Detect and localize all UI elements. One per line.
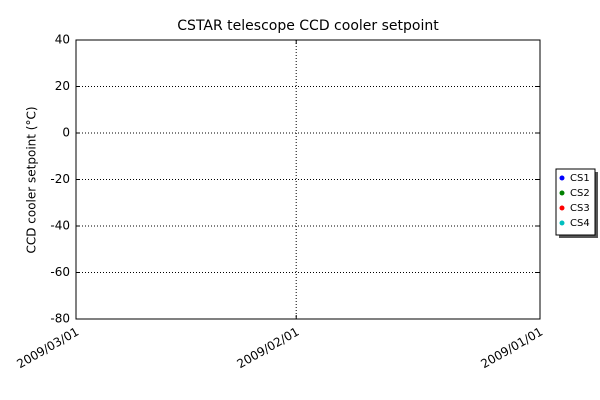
chart-title: CSTAR telescope CCD cooler setpoint [177, 18, 439, 34]
y-tick-label: -80 [50, 312, 70, 326]
y-tick-label: 40 [55, 33, 70, 47]
legend-label: CS4 [570, 218, 590, 229]
legend-label: CS3 [570, 203, 590, 214]
legend-marker [559, 220, 565, 226]
y-axis-label: CCD cooler setpoint (°C) [25, 106, 39, 253]
y-tick-label: -60 [50, 265, 70, 279]
y-tick-label: 20 [55, 79, 70, 93]
y-tick-label: -40 [50, 219, 70, 233]
y-tick-label: 0 [62, 126, 70, 140]
legend-marker [559, 190, 565, 196]
legend-label: CS2 [570, 188, 590, 199]
y-tick-label: -20 [50, 172, 70, 186]
legend-marker [559, 175, 565, 181]
legend-label: CS1 [570, 173, 590, 184]
legend-marker [559, 205, 565, 211]
plot-frame [75, 39, 541, 320]
